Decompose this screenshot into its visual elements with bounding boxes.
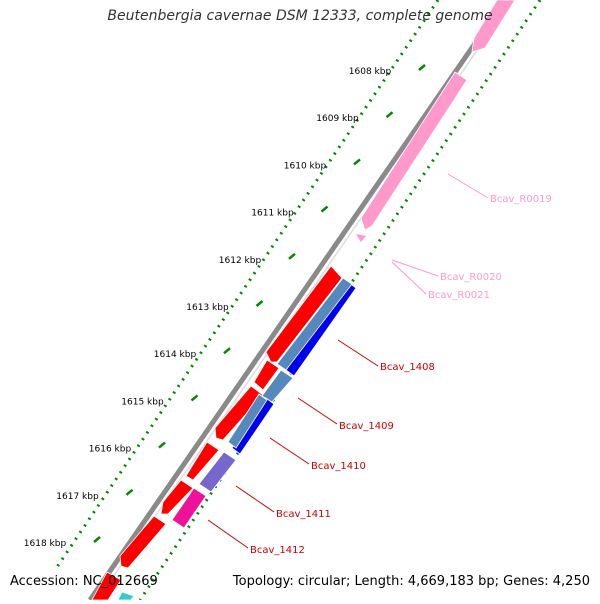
scale-tick-mark	[288, 252, 296, 260]
cds-feature-5[interactable]	[160, 479, 194, 515]
leader-bcav-1410	[269, 437, 310, 465]
scale-tick-mark	[385, 111, 394, 119]
scale-tick-label: 1609 kbp	[316, 114, 359, 124]
gene-label-bcav-1412[interactable]: Bcav_1412	[250, 545, 305, 556]
cds-feature-3[interactable]	[214, 385, 264, 441]
scale-tick-label: 1614 kbp	[154, 350, 197, 360]
feature-bcav-1412[interactable]	[171, 487, 207, 529]
gene-label-bcav-1408[interactable]: Bcav_1408	[380, 362, 435, 373]
rrna-feature-bcav-r0018[interactable]	[471, 0, 516, 53]
gene-label-bcav-r0020[interactable]: Bcav_R0020	[440, 272, 502, 283]
scale-tick-mark	[255, 300, 264, 307]
scale-tick-label: 1608 kbp	[349, 67, 392, 77]
leader-bcav-1409	[297, 397, 338, 425]
scale-tick-mark	[223, 347, 231, 355]
scale-tick-labels: 1608 kbp 1609 kbp 1610 kbp 1611 kbp 1612 kbp…	[24, 67, 392, 549]
cds-feature-2[interactable]	[253, 359, 280, 391]
leader-bcav-r0020	[391, 259, 439, 277]
gene-label-bcav-1411[interactable]: Bcav_1411	[276, 509, 331, 520]
scale-tick-label: 1618 kbp	[24, 539, 67, 549]
rrna-feature-bcav-r0020[interactable]	[356, 234, 366, 242]
scale-tick-mark	[158, 441, 166, 449]
scale-tick-mark	[320, 205, 329, 213]
accession-text: Accession: NC_012669	[10, 574, 158, 589]
scale-tick-mark	[418, 64, 426, 71]
feature-bcav-1411[interactable]	[198, 451, 237, 493]
cds-feature-1[interactable]	[265, 265, 343, 363]
scale-tick-mark	[125, 488, 134, 496]
scale-tick-label: 1616 kbp	[89, 445, 132, 455]
scale-tick-label: 1615 kbp	[121, 397, 164, 407]
rrna-feature-bcav-r0019[interactable]	[360, 71, 468, 231]
scale-tick-label: 1610 kbp	[284, 161, 327, 171]
leader-bcav-r0019	[447, 173, 489, 199]
scale-tick-label: 1611 kbp	[251, 209, 294, 219]
genome-summary-text: Topology: circular; Length: 4,669,183 bp…	[232, 574, 590, 589]
scale-tick-label: 1617 kbp	[56, 492, 99, 502]
leader-bcav-1408	[337, 339, 379, 367]
feature-cyan[interactable]	[117, 591, 135, 601]
feature-steelblue-2[interactable]	[227, 393, 268, 449]
scale-tick-mark	[93, 536, 101, 543]
leader-bcav-r0021	[391, 261, 427, 295]
scale-tick-mark	[353, 158, 361, 166]
genome-title: Beutenbergia cavernae DSM 12333, complet…	[107, 8, 493, 24]
leader-bcav-1411	[235, 485, 275, 513]
scale-ticks	[93, 64, 426, 543]
gc-track-outer	[53, 0, 440, 571]
gene-label-bcav-1409[interactable]: Bcav_1409	[339, 421, 394, 432]
scale-tick-label: 1613 kbp	[186, 303, 229, 313]
gene-label-bcav-1410[interactable]: Bcav_1410	[311, 461, 366, 472]
gene-label-bcav-r0019[interactable]: Bcav_R0019	[490, 194, 552, 205]
scale-tick-mark	[190, 394, 199, 402]
cds-feature-4[interactable]	[185, 441, 220, 481]
leader-bcav-1412	[207, 519, 249, 549]
scale-tick-label: 1612 kbp	[219, 256, 262, 266]
genome-backbone	[87, 0, 508, 602]
feature-steelblue-1[interactable]	[276, 277, 353, 371]
cds-feature-6[interactable]	[119, 515, 167, 569]
gene-label-bcav-r0021[interactable]: Bcav_R0021	[428, 290, 490, 301]
